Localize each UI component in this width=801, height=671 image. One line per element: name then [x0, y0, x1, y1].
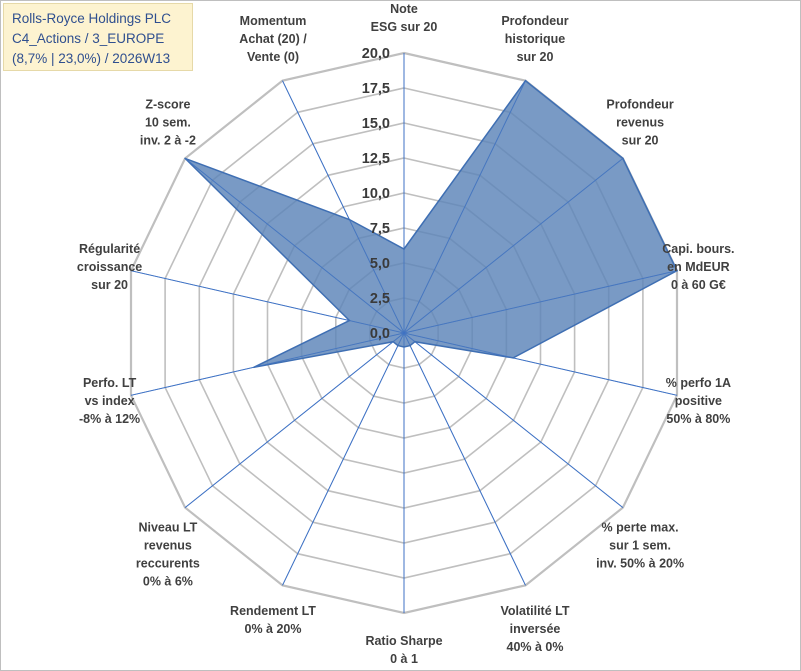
title-line-1: Rolls-Royce Holdings PLC [12, 11, 172, 26]
axis-label-line: 0% à 20% [245, 622, 302, 636]
axis-label-line: ESG sur 20 [371, 20, 438, 34]
chart-title-box: Rolls-Royce Holdings PLC C4_Actions / 3_… [3, 3, 193, 71]
axis-label-line: sur 20 [91, 278, 128, 292]
axis-label-line: sur 1 sem. [609, 538, 671, 552]
data-point [348, 218, 351, 221]
grid-spoke-overlay [184, 332, 405, 508]
data-point [524, 79, 527, 82]
title-line-3: (8,7% | 23,0%) / 2026W13 [12, 51, 171, 66]
grid-spoke-overlay [282, 80, 405, 334]
data-point [622, 157, 624, 160]
tick-label: 5,0 [370, 256, 390, 272]
axis-label-line: en MdEUR [667, 260, 730, 274]
axis-label-line: inv. 50% à 20% [596, 556, 684, 570]
axis-label: Niveau LT revenus reccurents 0% à 6% [136, 520, 200, 588]
tick-label: 0,0 [370, 326, 390, 342]
axis-label-line: Profondeur [606, 98, 673, 112]
axis-label-line: inversée [510, 622, 561, 636]
axis-label-line: sur 20 [517, 50, 554, 64]
axis-label-line: 0 à 1 [390, 652, 418, 666]
grid-spoke-overlay [403, 332, 678, 396]
axis-label-line: positive [675, 394, 722, 408]
series-area [184, 79, 678, 369]
data-point [397, 344, 399, 347]
title-line-2: C4_Actions / 3_EUROPE [12, 31, 165, 46]
data-point [409, 344, 411, 347]
axis-label-line: revenus [144, 538, 192, 552]
axis-label: Perfo. LT vs index -8% à 12% [79, 376, 140, 426]
data-point [403, 248, 405, 250]
tick-label: 2,5 [370, 291, 390, 307]
tick-label: 12,5 [362, 151, 390, 167]
axis-label: Profondeur historique sur 20 [501, 14, 568, 64]
axis-label-line: inv. 2 à -2 [140, 134, 196, 148]
axis-label-line: Perfo. LT [83, 376, 137, 390]
axis-label-line: Z-score [145, 98, 190, 112]
data-point [348, 319, 351, 322]
grid-spoke-overlay [130, 332, 405, 396]
axis-label-line: 50% à 80% [666, 412, 730, 426]
axis-label-line: 40% à 0% [507, 640, 564, 654]
data-point [184, 157, 186, 160]
axis-label-line: 0 à 60 G€ [671, 278, 726, 292]
axis-label: % perte max. sur 1 sem. inv. 50% à 20% [596, 520, 684, 570]
axis-label-line: Rendement LT [230, 604, 316, 618]
axis-label-line: % perte max. [602, 520, 679, 534]
grid-spoke-overlay [403, 158, 624, 334]
grid-spoke-overlay [403, 80, 526, 334]
grid-spoke-overlay [282, 332, 405, 586]
tick-label: 7,5 [370, 221, 390, 237]
axis-label-line: vs index [85, 394, 135, 408]
grid-spoke-overlay [403, 270, 678, 334]
axis-label: Note ESG sur 20 [371, 2, 438, 34]
axis-label-line: reccurents [136, 556, 200, 570]
axis-label-line: sur 20 [622, 134, 659, 148]
data-point [676, 269, 678, 272]
axis-label-line: Momentum [240, 14, 307, 28]
radar-series [130, 53, 678, 613]
axis-label-line: 0% à 6% [143, 574, 193, 588]
data-point [414, 340, 416, 343]
axis-label-line: Profondeur [501, 14, 568, 28]
tick-label: 10,0 [362, 186, 390, 202]
axis-label-line: historique [505, 32, 565, 46]
axis-label: Rendement LT 0% à 20% [230, 604, 316, 636]
axis-label: Capi. bours. en MdEUR 0 à 60 G€ [662, 242, 734, 292]
tick-label: 15,0 [362, 116, 390, 132]
radial-tick-labels: 0,0 2,5 5,0 7,5 10,0 12,5 15,0 17,5 20,0 [362, 46, 390, 342]
axis-label-line: Achat (20) / [239, 32, 307, 46]
axis-label: Ratio Sharpe 0 à 1 [365, 634, 442, 666]
axis-label-line: -8% à 12% [79, 412, 140, 426]
axis-label-line: revenus [616, 116, 664, 130]
data-point [392, 340, 394, 343]
data-point [512, 357, 514, 359]
grid-spoke-overlay [130, 270, 405, 334]
axis-label: Régularité croissance sur 20 [77, 242, 142, 292]
grid-spoke-overlay [403, 332, 624, 508]
axis-label-line: Vente (0) [247, 50, 299, 64]
axis-label: Momentum Achat (20) / Vente (0) [239, 14, 307, 64]
grid-spoke-overlay [184, 158, 405, 334]
axis-label-line: Volatilité LT [501, 604, 570, 618]
axis-label-line: Niveau LT [138, 520, 197, 534]
axis-label-line: Ratio Sharpe [365, 634, 442, 648]
axis-label: Volatilité LT inversée 40% à 0% [501, 604, 570, 654]
axis-label: Z-score 10 sem. inv. 2 à -2 [140, 98, 196, 148]
axis-label-line: 10 sem. [145, 116, 191, 130]
axis-label: Profondeur revenus sur 20 [606, 98, 673, 148]
data-point [403, 346, 405, 348]
axis-label-line: Capi. bours. [662, 242, 734, 256]
axis-labels: Note ESG sur 20 Profondeur historique sur 20… [77, 2, 735, 666]
axis-label-line: croissance [77, 260, 142, 274]
axis-label-line: Note [390, 2, 418, 16]
axis-label-line: Régularité [79, 242, 140, 256]
axis-label-line: % perfo 1A [666, 376, 731, 390]
tick-label: 17,5 [362, 81, 390, 97]
axis-label: % perfo 1A positive 50% à 80% [666, 376, 731, 426]
data-point [253, 366, 255, 369]
tick-label: 20,0 [362, 46, 390, 62]
grid-spoke-overlay [403, 332, 526, 586]
